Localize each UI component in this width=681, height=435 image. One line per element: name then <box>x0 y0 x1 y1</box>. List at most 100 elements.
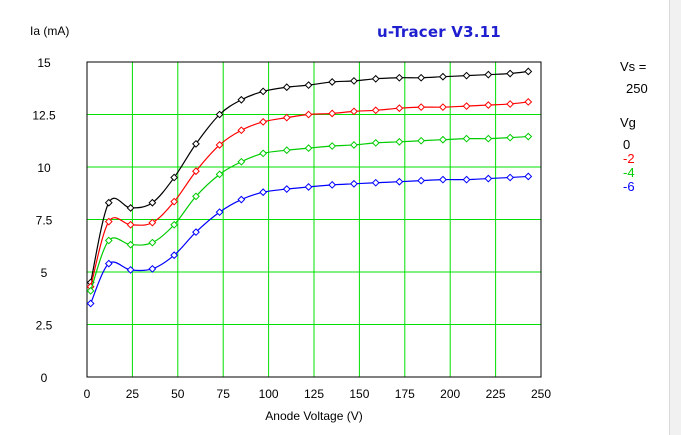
data-point-vg--2 <box>215 141 224 149</box>
data-point-vg--4 <box>484 134 493 143</box>
y-tick-label: 2.5 <box>36 319 53 333</box>
data-point-vg--4 <box>237 157 246 166</box>
x-axis-label: Anode Voltage (V) <box>265 409 362 423</box>
data-point-vg-0 <box>126 204 135 212</box>
data-point-vg-0 <box>104 198 113 207</box>
data-point-vg--2 <box>371 106 380 115</box>
data-point-vg--4 <box>148 238 157 247</box>
data-point-vg--2 <box>237 126 246 135</box>
data-point-vg--4 <box>259 149 268 158</box>
data-point-vg--2 <box>506 100 515 108</box>
data-point-vg-0 <box>484 70 493 79</box>
data-point-vg--6 <box>524 172 533 181</box>
x-tick-label: 175 <box>395 387 415 401</box>
data-point-vg--4 <box>328 142 337 150</box>
data-point-vg--4 <box>506 133 515 142</box>
x-tick-label: 100 <box>259 387 279 401</box>
y-tick-label: 15 <box>37 56 51 70</box>
data-point-vg--6 <box>126 265 135 274</box>
data-point-vg-0 <box>462 71 471 80</box>
app-title: u-Tracer V3.11 <box>377 23 501 41</box>
data-point-vg-0 <box>282 83 291 92</box>
data-point-vg--2 <box>484 101 493 109</box>
data-point-vg--4 <box>86 286 95 295</box>
data-point-vg--6 <box>484 174 493 183</box>
data-point-vg-0 <box>417 73 426 82</box>
x-tick-label: 225 <box>486 387 506 401</box>
data-point-vg--6 <box>462 175 471 184</box>
data-point-vg--2 <box>439 103 447 112</box>
data-point-vg--4 <box>462 134 471 143</box>
data-point-vg-0 <box>350 76 358 85</box>
data-point-vg--6 <box>237 195 246 204</box>
data-point-vg-0 <box>192 139 200 148</box>
data-point-vg--2 <box>126 220 135 229</box>
data-point-vg--6 <box>86 299 95 308</box>
legend-item-vg--6: -6 <box>623 179 635 194</box>
data-point-vg-0 <box>506 69 515 78</box>
data-point-vg--6 <box>259 188 268 197</box>
data-point-vg--2 <box>104 217 113 226</box>
data-point-vg-0 <box>237 95 246 104</box>
y-tick-label: 0 <box>41 371 48 385</box>
data-point-vg-0 <box>524 67 533 76</box>
data-point-vg--6 <box>350 179 358 188</box>
data-point-vg--6 <box>395 177 404 186</box>
data-point-vg--4 <box>304 144 313 153</box>
data-point-vg-0 <box>215 110 224 119</box>
data-point-vg--4 <box>417 136 426 145</box>
data-point-vg-0 <box>371 74 380 83</box>
vertical-scrollbar[interactable] <box>669 0 681 435</box>
data-point-vg-0 <box>259 87 268 96</box>
data-point-vg--6 <box>371 178 380 187</box>
data-point-vg--6 <box>417 176 426 185</box>
data-point-vg--4 <box>350 141 358 149</box>
data-point-vg--4 <box>170 220 179 229</box>
data-point-vg-0 <box>170 173 179 182</box>
data-point-vg--2 <box>282 113 291 122</box>
vs-label: Vs = <box>620 59 647 74</box>
data-point-vg-0 <box>304 81 313 90</box>
y-tick-label: 5 <box>41 266 48 280</box>
y-axis-label: Ia (mA) <box>30 24 70 38</box>
data-point-vg--4 <box>395 137 404 146</box>
y-tick-label: 7.5 <box>36 214 53 228</box>
data-point-vg--6 <box>328 180 337 189</box>
data-point-vg--6 <box>304 183 313 191</box>
x-tick-label: 125 <box>304 387 324 401</box>
data-point-vg--2 <box>350 107 358 116</box>
data-point-vg--4 <box>104 236 113 245</box>
data-point-vg--6 <box>282 185 291 193</box>
legend-item-vg--4: -4 <box>623 165 635 180</box>
data-point-vg-0 <box>439 72 447 81</box>
data-point-vg--6 <box>215 208 224 217</box>
vg-label: Vg <box>620 115 636 130</box>
x-tick-label: 75 <box>217 387 231 401</box>
data-point-vg--4 <box>192 192 200 201</box>
y-tick-label: 10 <box>37 161 51 175</box>
data-point-vg--6 <box>192 228 200 237</box>
x-tick-label: 50 <box>171 387 185 401</box>
legend-item-vg--2: -2 <box>623 151 635 166</box>
data-point-vg--4 <box>371 138 380 147</box>
data-point-vg--2 <box>304 110 313 119</box>
data-point-vg--2 <box>192 167 200 176</box>
x-tick-label: 25 <box>126 387 140 401</box>
data-point-vg--2 <box>462 102 471 111</box>
data-point-vg-0 <box>395 73 404 82</box>
data-point-vg--6 <box>148 264 157 273</box>
data-point-vg--4 <box>524 132 533 141</box>
plot-frame <box>86 61 542 378</box>
data-point-vg-0 <box>328 78 337 86</box>
data-point-vg--4 <box>126 240 135 249</box>
vs-value: 250 <box>626 81 648 96</box>
data-point-vg--2 <box>524 97 533 106</box>
data-point-vg--6 <box>439 175 447 184</box>
data-point-vg--2 <box>417 103 426 112</box>
data-point-vg-0 <box>148 198 157 207</box>
y-tick-label: 12.5 <box>32 109 56 123</box>
data-point-vg--4 <box>282 146 291 155</box>
data-point-vg--2 <box>170 197 179 206</box>
